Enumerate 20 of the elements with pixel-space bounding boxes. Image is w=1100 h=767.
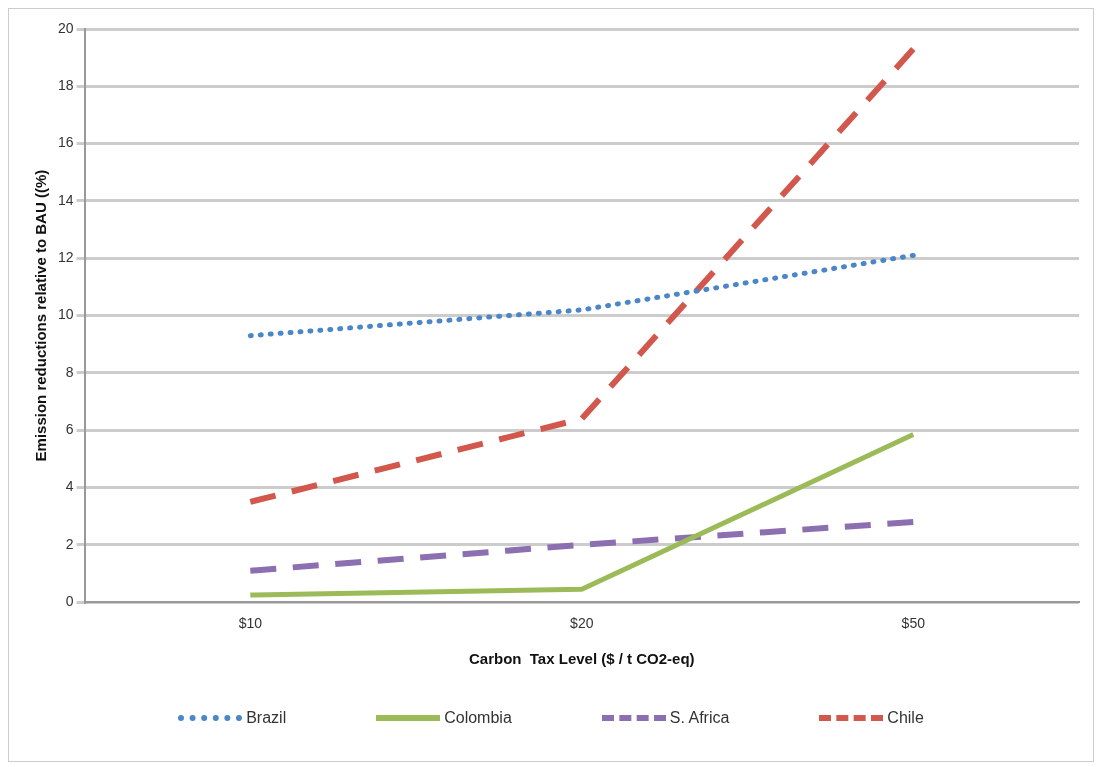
x-tick-label: $10 bbox=[238, 615, 263, 632]
x-tick-label: $20 bbox=[570, 615, 594, 632]
legend-label: Colombia bbox=[444, 709, 512, 727]
y-tick-label: 4 bbox=[65, 478, 74, 495]
legend-label: Chile bbox=[887, 709, 924, 727]
y-tick-label: 16 bbox=[57, 134, 74, 151]
y-tick-label: 10 bbox=[57, 306, 74, 323]
y-tick-label: 14 bbox=[57, 191, 74, 208]
y-tick-label: 0 bbox=[65, 593, 74, 610]
y-tick-label: 6 bbox=[65, 421, 74, 438]
y-axis-title: Emission reductions relative to BAU ((%) bbox=[32, 169, 50, 462]
legend-label: S. Africa bbox=[669, 709, 730, 727]
y-tick-label: 18 bbox=[57, 77, 74, 94]
y-tick-label: 8 bbox=[65, 363, 74, 380]
y-tick-label: 20 bbox=[57, 19, 74, 36]
x-axis-title: Carbon Tax Level ($ / t CO2-eq) bbox=[468, 650, 695, 668]
x-tick-label: $50 bbox=[901, 615, 926, 632]
legend-label: Brazil bbox=[246, 709, 287, 727]
y-tick-label: 2 bbox=[65, 535, 74, 552]
y-tick-label: 12 bbox=[57, 249, 74, 266]
